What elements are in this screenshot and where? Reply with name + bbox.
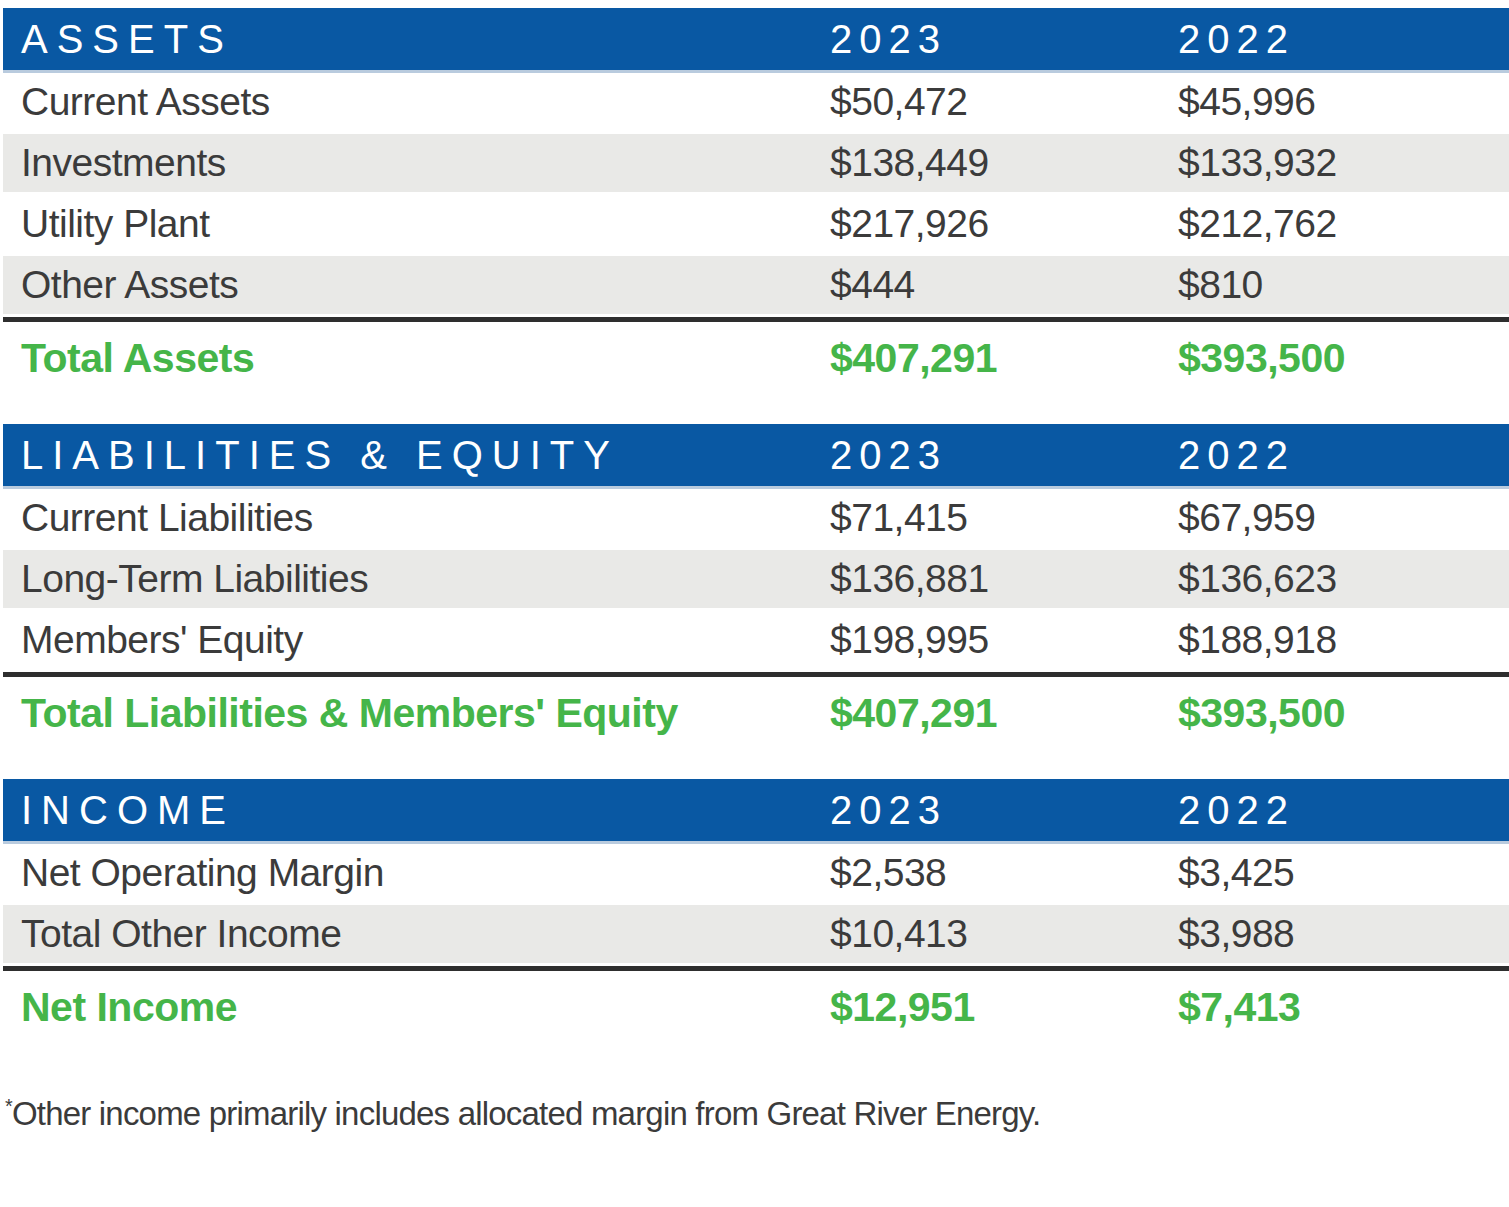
value-2022: $212,762 [1178, 202, 1509, 246]
total-row: Total Liabilities & Members' Equity $407… [3, 677, 1509, 749]
row-label: Utility Plant [3, 202, 830, 246]
year-header-2023: 2023 [830, 788, 1178, 833]
value-2023: $198,995 [830, 618, 1178, 662]
footnote: *Other income primarily includes allocat… [3, 1095, 1509, 1133]
row-label: Members' Equity [3, 618, 830, 662]
value-2022: $67,959 [1178, 496, 1509, 540]
year-header-2022: 2022 [1178, 433, 1509, 478]
value-2022: $136,623 [1178, 557, 1509, 601]
value-2022: $3,425 [1178, 851, 1509, 895]
total-value-2022: $393,500 [1178, 335, 1509, 382]
financial-summary-table: ASSETS 2023 2022 Current Assets $50,472 … [3, 8, 1509, 1133]
footnote-text: Other income primarily includes allocate… [12, 1095, 1041, 1132]
total-value-2023: $407,291 [830, 335, 1178, 382]
value-2023: $50,472 [830, 80, 1178, 124]
value-2023: $10,413 [830, 912, 1178, 956]
value-2023: $71,415 [830, 496, 1178, 540]
table-row: Current Assets $50,472 $45,996 [3, 73, 1509, 134]
value-2022: $188,918 [1178, 618, 1509, 662]
section-title: LIABILITIES & EQUITY [3, 433, 830, 478]
assets-section: ASSETS 2023 2022 Current Assets $50,472 … [3, 8, 1509, 394]
row-label: Other Assets [3, 263, 830, 307]
row-label: Long-Term Liabilities [3, 557, 830, 601]
table-row: Current Liabilities $71,415 $67,959 [3, 489, 1509, 550]
value-2023: $138,449 [830, 141, 1178, 185]
value-2022: $45,996 [1178, 80, 1509, 124]
year-header-2022: 2022 [1178, 17, 1509, 62]
table-row: Total Other Income $10,413 $3,988 [3, 905, 1509, 966]
table-row: Utility Plant $217,926 $212,762 [3, 195, 1509, 256]
row-label: Investments [3, 141, 830, 185]
table-row: Net Operating Margin $2,538 $3,425 [3, 844, 1509, 905]
total-value-2023: $407,291 [830, 690, 1178, 737]
value-2023: $136,881 [830, 557, 1178, 601]
value-2023: $2,538 [830, 851, 1178, 895]
row-label: Current Assets [3, 80, 830, 124]
year-header-2022: 2022 [1178, 788, 1509, 833]
year-header-2023: 2023 [830, 433, 1178, 478]
table-row: Long-Term Liabilities $136,881 $136,623 [3, 550, 1509, 611]
income-header-row: INCOME 2023 2022 [3, 779, 1509, 844]
total-label: Total Liabilities & Members' Equity [3, 690, 830, 737]
table-row: Investments $138,449 $133,932 [3, 134, 1509, 195]
value-2023: $444 [830, 263, 1178, 307]
assets-header-row: ASSETS 2023 2022 [3, 8, 1509, 73]
total-value-2022: $393,500 [1178, 690, 1509, 737]
value-2022: $3,988 [1178, 912, 1509, 956]
liabilities-header-row: LIABILITIES & EQUITY 2023 2022 [3, 424, 1509, 489]
footnote-asterisk: * [5, 1095, 12, 1117]
value-2023: $217,926 [830, 202, 1178, 246]
total-label: Total Assets [3, 335, 830, 382]
section-title: INCOME [3, 788, 830, 833]
liabilities-equity-section: LIABILITIES & EQUITY 2023 2022 Current L… [3, 424, 1509, 749]
total-value-2022: $7,413 [1178, 984, 1509, 1031]
table-row: Other Assets $444 $810 [3, 256, 1509, 317]
year-header-2023: 2023 [830, 17, 1178, 62]
total-row: Total Assets $407,291 $393,500 [3, 322, 1509, 394]
section-title: ASSETS [3, 17, 830, 62]
total-label: Net Income [3, 984, 830, 1031]
table-row: Members' Equity $198,995 $188,918 [3, 611, 1509, 672]
row-label: Current Liabilities [3, 496, 830, 540]
row-label: Total Other Income [3, 912, 830, 956]
row-label: Net Operating Margin [3, 851, 830, 895]
total-value-2023: $12,951 [830, 984, 1178, 1031]
income-section: INCOME 2023 2022 Net Operating Margin $2… [3, 779, 1509, 1043]
total-row: Net Income $12,951 $7,413 [3, 971, 1509, 1043]
value-2022: $133,932 [1178, 141, 1509, 185]
value-2022: $810 [1178, 263, 1509, 307]
